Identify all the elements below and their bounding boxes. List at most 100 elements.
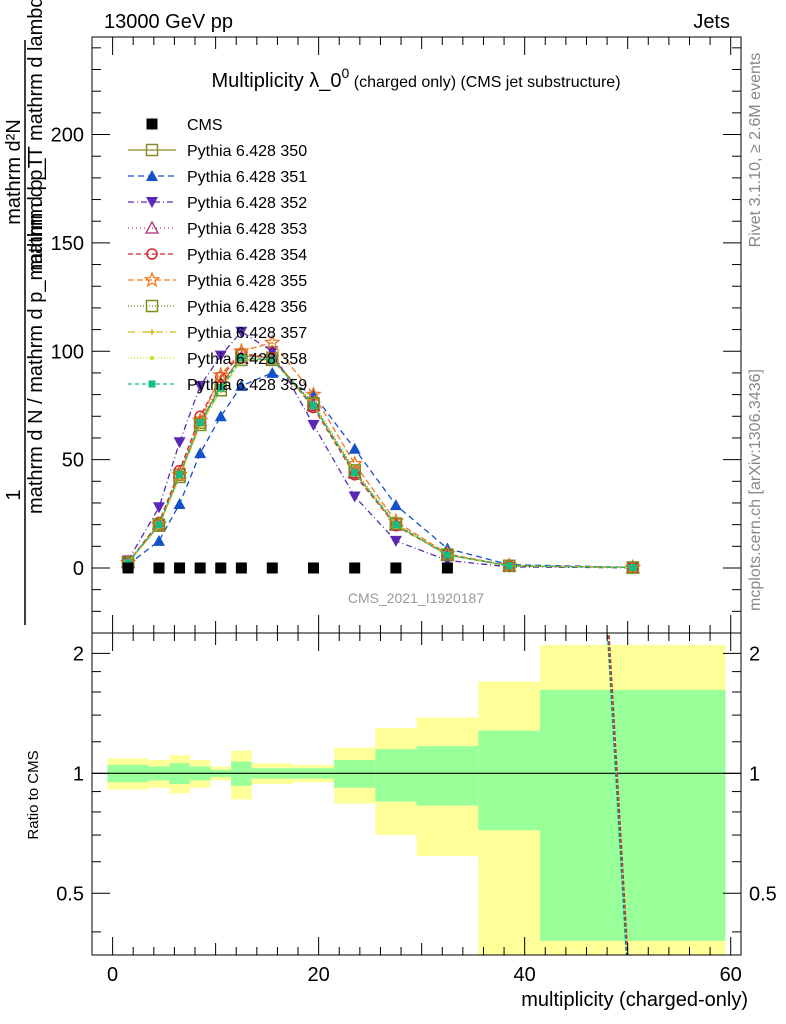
chart-title-suffix: (charged only) (CMS jet substructure): [349, 74, 620, 91]
ylabel-right-numerator: mathrm d²N: [3, 119, 25, 225]
legend-label: Pythia 6.428 353: [187, 221, 307, 238]
series-cms: [122, 562, 453, 574]
data-point: [194, 562, 206, 574]
data-point: [629, 564, 637, 572]
data-point: [390, 562, 402, 574]
data-point: [266, 562, 278, 574]
legend-entry: Pythia 6.428 352: [128, 195, 307, 212]
ratio-frame: [91, 632, 742, 956]
data-point: [235, 326, 248, 338]
data-point: [155, 521, 163, 529]
mc-ratio-line: [608, 633, 629, 955]
legend-label: Pythia 6.428 359: [187, 377, 307, 394]
data-point: [268, 356, 276, 364]
rivet-label: Rivet 3.1.10, ≥ 2.6M events: [747, 53, 764, 248]
xlabel: multiplicity (charged-only): [521, 989, 748, 1011]
data-point: [443, 551, 451, 559]
legend-marker: [145, 143, 159, 157]
data-point: [235, 562, 247, 574]
legend-marker: [146, 170, 158, 181]
data-point: [389, 535, 402, 547]
legend-entry: Pythia 6.428 354: [128, 247, 307, 264]
data-point: [502, 559, 516, 573]
uncertainty-band-inner: [540, 689, 726, 941]
ratio-y-tick-label: 1: [73, 763, 84, 785]
legend-label: Pythia 6.428 355: [187, 273, 307, 290]
data-point: [122, 562, 134, 574]
data-point: [237, 354, 245, 362]
data-point: [389, 499, 402, 511]
x-tick-label: 0: [107, 964, 118, 986]
legend-entry: Pythia 6.428 357: [128, 325, 307, 342]
legend-label: Pythia 6.428 354: [187, 247, 307, 264]
legend-marker: [143, 271, 161, 288]
ylabel-denominator: mathrm d N / mathrm d p_mathrm d p_T: [25, 156, 47, 514]
data-point: [235, 379, 248, 391]
y-tick-label: 200: [51, 125, 84, 147]
data-point: [307, 419, 320, 431]
y-tick-label: 150: [51, 233, 84, 255]
data-point: [174, 562, 186, 574]
x-tick-label: 40: [514, 964, 536, 986]
main-panel: 0 50 100 150 200 Multiplicity λ_00 (charged o…: [3, 0, 742, 634]
data-point: [215, 371, 227, 384]
data-point: [392, 521, 400, 529]
legend-marker: [150, 356, 154, 360]
legend-label: Pythia 6.428 350: [187, 143, 307, 160]
data-point: [152, 534, 165, 546]
ratio-y-tick-label-right: 1: [749, 763, 760, 785]
data-point: [153, 562, 165, 574]
data-point: [348, 442, 361, 454]
ylabel-right-denominator: mathrm d p_T mathrm d lambda: [25, 0, 47, 271]
y-tick-label: 50: [62, 450, 84, 472]
legend-entry: Pythia 6.428 353: [128, 220, 307, 238]
legend-label: Pythia 6.428 358: [187, 351, 307, 368]
legend-entry: Pythia 6.428 351: [128, 169, 307, 186]
data-point: [266, 366, 279, 378]
data-point: [194, 447, 207, 459]
data-point: [124, 558, 132, 566]
data-point: [307, 562, 319, 574]
legend-label: CMS: [187, 117, 223, 134]
data-point: [152, 502, 165, 514]
data-point: [263, 333, 281, 350]
series-pythia-6-428-351: [122, 366, 639, 573]
legend-marker: [146, 197, 158, 208]
x-tick-label: 60: [720, 964, 742, 986]
legend: CMS Pythia 6.428 350 Pythia 6.428 351 Pythi…: [128, 117, 307, 394]
data-point: [348, 491, 361, 503]
data-point: [441, 548, 454, 561]
data-point: [217, 384, 225, 392]
legend-label: Pythia 6.428 352: [187, 195, 307, 212]
data-point: [309, 401, 317, 409]
data-point: [626, 561, 640, 574]
legend-label: Pythia 6.428 351: [187, 169, 307, 186]
data-point: [214, 350, 227, 362]
legend-entry: Pythia 6.428 359: [128, 377, 307, 394]
legend-entry: Pythia 6.428 356: [128, 299, 307, 316]
x-tick-label: 20: [308, 964, 330, 986]
mc-ratio-lines: [606, 633, 629, 955]
uncertainty-band-inner: [375, 749, 417, 802]
legend-marker: [146, 118, 158, 130]
legend-entry: Pythia 6.428 350: [128, 143, 307, 160]
series-line: [127, 372, 633, 568]
legend-marker: [149, 329, 155, 335]
legend-label: Pythia 6.428 356: [187, 299, 307, 316]
y-tick-label: 0: [73, 558, 84, 580]
uncertainty-band-inner: [416, 746, 479, 806]
data-point: [196, 419, 204, 427]
data-point: [214, 410, 227, 422]
series-pythia-6-428-359: [124, 354, 637, 572]
data-point: [389, 517, 403, 530]
data-point: [173, 498, 186, 510]
ratio-y-tick-label-right: 2: [749, 643, 760, 665]
data-point: [173, 437, 186, 449]
data-point: [266, 346, 279, 358]
y-tick-label: 100: [51, 341, 84, 363]
ylabel-numerator: 1: [3, 489, 25, 500]
chart-title: Multiplicity λ_00 (charged only) (CMS je…: [211, 65, 620, 92]
data-point: [152, 518, 166, 531]
legend-entry: CMS: [146, 117, 223, 134]
